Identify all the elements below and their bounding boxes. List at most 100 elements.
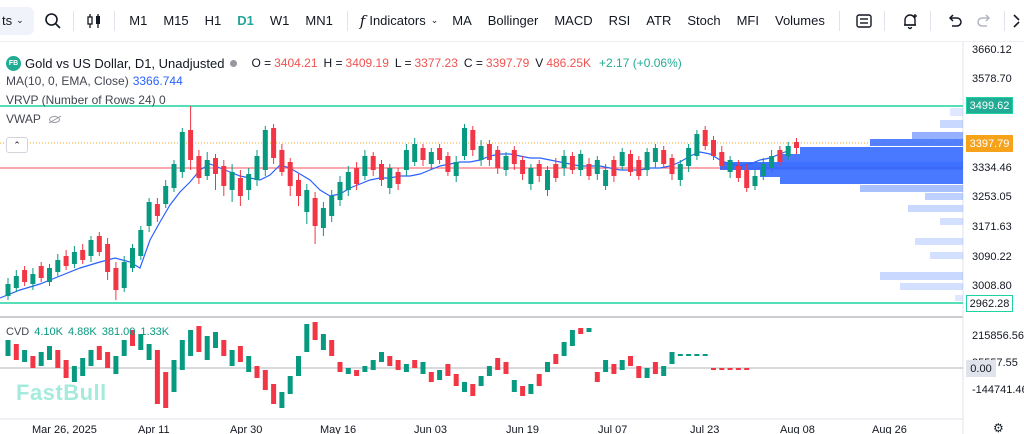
cvd-bar: [63, 360, 69, 378]
timeframe-h1[interactable]: H1: [204, 13, 222, 28]
study-macd[interactable]: MACD: [554, 13, 593, 28]
collapse-legend-button[interactable]: ⌃: [6, 137, 28, 153]
cvd-bar: [304, 324, 310, 352]
candle-body: [661, 150, 667, 164]
alert-bell-icon[interactable]: [895, 6, 924, 36]
study-bollinger[interactable]: Bollinger: [487, 13, 539, 28]
candle-body: [553, 164, 559, 178]
cvd-bar: [47, 346, 52, 360]
candle-body: [735, 166, 741, 178]
candle-body: [246, 174, 252, 190]
change-value: +2.17 (+0.06%): [599, 56, 682, 70]
toolbar-divider: [72, 10, 74, 31]
price-chart[interactable]: [0, 42, 1024, 434]
study-mfi[interactable]: MFI: [736, 13, 759, 28]
candle-body: [470, 130, 476, 150]
cvd-bar: [545, 362, 550, 372]
candle-body: [412, 144, 418, 162]
cvd-bar: [652, 362, 658, 374]
upper-band-price-tag: 3499.62: [966, 97, 1013, 114]
timeframe-mn1[interactable]: MN1: [305, 13, 333, 28]
cvd-bar: [628, 356, 633, 366]
vrvp-legend[interactable]: VRVP (Number of Rows 24) 0: [6, 91, 682, 110]
layout-icon[interactable]: [850, 6, 879, 36]
cvd-value-3: 381.00: [101, 326, 136, 338]
cvd-bar: [262, 370, 268, 390]
open-key: O =: [251, 56, 272, 70]
candle-body: [561, 156, 567, 168]
cvd-bar: [520, 386, 526, 396]
candle-body: [486, 144, 492, 160]
cvd-bar: [536, 374, 542, 386]
cvd-bar: [370, 360, 376, 370]
fullscreen-icon[interactable]: [1011, 6, 1024, 36]
search-icon[interactable]: [38, 6, 67, 36]
cvd-bar: [478, 376, 484, 386]
ma-legend[interactable]: MA(10, 0, EMA, Close) 3366.744: [6, 72, 682, 91]
candle-body: [528, 168, 534, 184]
candle-body: [237, 178, 243, 196]
cvd-bar: [196, 326, 202, 352]
cvd-bar: [586, 328, 592, 332]
candle-body: [694, 134, 700, 156]
price-axis-label: 3334.46: [972, 162, 1012, 174]
candle-body: [96, 236, 102, 252]
study-ma[interactable]: MA: [452, 13, 472, 28]
vwap-legend[interactable]: VWAP: [6, 110, 682, 129]
study-stoch[interactable]: Stoch: [687, 13, 721, 28]
candle-body: [611, 160, 617, 176]
cvd-legend: CVD 4.10K 4.88K 381.00 1.33K: [6, 326, 169, 338]
candle-body: [5, 284, 11, 296]
study-rsi[interactable]: RSI: [608, 13, 631, 28]
cvd-bar: [619, 360, 625, 370]
candlestick-type-icon[interactable]: [80, 6, 109, 36]
cvd-bar: [727, 368, 733, 370]
cvd-bar: [387, 356, 393, 366]
study-atr[interactable]: ATR: [646, 13, 672, 28]
volume-key: V: [535, 56, 544, 70]
toolbar-divider: [1003, 10, 1005, 31]
cvd-axis-label: -144741.46: [972, 384, 1024, 396]
cvd-value-4: 1.33K: [140, 326, 170, 338]
cvd-bar: [55, 350, 61, 368]
cvd-bars-group: [5, 322, 750, 408]
cvd-bar: [38, 352, 44, 366]
date-label: Jul 23: [690, 424, 720, 434]
cvd-bar: [130, 330, 135, 346]
symbol-selector[interactable]: ts ⌄: [0, 6, 35, 35]
timeframe-m1[interactable]: M1: [129, 13, 148, 28]
cvd-bar: [403, 364, 409, 372]
date-label: May 16: [320, 424, 357, 434]
undo-icon[interactable]: [941, 6, 970, 36]
settings-gear-icon[interactable]: ⚙: [993, 421, 1004, 434]
indicators-button[interactable]: f Indicators ⌄: [354, 12, 444, 30]
cvd-bar: [88, 350, 94, 366]
candle-body: [669, 158, 675, 174]
candle-body: [179, 132, 185, 172]
cvd-bar: [204, 336, 210, 360]
candle-body: [80, 250, 86, 260]
candle-body: [453, 162, 459, 176]
timeframe-m15[interactable]: M15: [163, 13, 189, 28]
timeframe-d1[interactable]: D1: [237, 13, 254, 28]
cvd-bar: [511, 380, 517, 392]
candle-body: [545, 170, 550, 190]
fastbull-watermark: FastBull: [16, 380, 107, 405]
cvd-bar: [503, 362, 509, 374]
low-key: L =: [394, 56, 412, 70]
candle-body: [785, 146, 791, 156]
cvd-bar: [221, 340, 227, 356]
cvd-bar: [171, 360, 177, 392]
date-label: Jul 07: [598, 424, 628, 434]
hidden-eye-icon[interactable]: [48, 116, 60, 124]
price-axis-label: 3253.05: [972, 191, 1012, 203]
cvd-bar: [553, 354, 559, 364]
cvd-bar: [188, 330, 194, 356]
timeframe-w1[interactable]: W1: [269, 13, 290, 28]
symbol-title[interactable]: Gold vs US Dollar, D1, Unadjusted: [25, 55, 225, 71]
redo-icon[interactable]: [969, 6, 998, 36]
date-label: Aug 26: [872, 424, 907, 434]
cvd-bar: [495, 358, 501, 370]
cvd-bar: [213, 332, 218, 348]
study-volumes[interactable]: Volumes: [774, 13, 825, 28]
